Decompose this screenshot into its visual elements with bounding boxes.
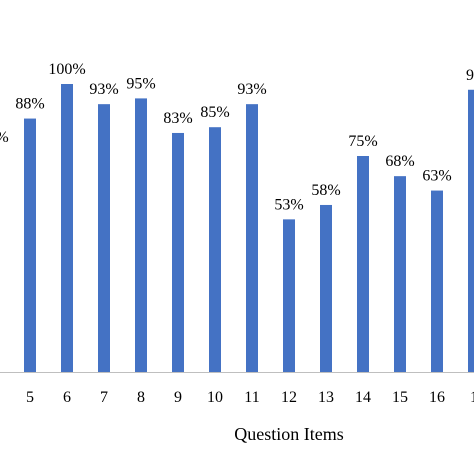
x-tick-label-9: 9 (174, 389, 182, 406)
bars-layer (24, 84, 474, 373)
bar-item-9 (172, 132, 184, 372)
data-labels-layer: %88%100%93%95%83%85%93%53%58%75%68%63%98 (0, 61, 474, 213)
data-label-12: 53% (274, 196, 303, 213)
x-tick-label-15: 15 (392, 389, 408, 406)
data-label-14: 75% (348, 133, 377, 150)
data-label-9: 83% (163, 110, 192, 127)
data-label-17: 98 (466, 67, 474, 84)
x-tick-label-17: 1 (470, 389, 474, 406)
x-tick-label-10: 10 (207, 389, 223, 406)
x-tick-label-12: 12 (281, 389, 297, 406)
x-tick-label-11: 11 (244, 389, 259, 406)
x-tick-label-6: 6 (63, 389, 71, 406)
data-label-4: % (0, 129, 9, 146)
data-label-10: 85% (200, 104, 229, 121)
x-tick-label-16: 16 (429, 389, 445, 406)
bar-item-5 (24, 118, 36, 372)
bar-item-13 (320, 204, 332, 372)
x-tick-label-5: 5 (26, 389, 34, 406)
bar-item-14 (357, 156, 369, 372)
bar-item-7 (98, 104, 110, 372)
x-axis-title: Question Items (234, 424, 344, 444)
data-label-8: 95% (126, 75, 155, 92)
data-label-16: 63% (422, 168, 451, 185)
x-tick-label-14: 14 (355, 389, 371, 406)
bar-item-6 (61, 84, 73, 372)
data-label-5: 88% (15, 96, 44, 113)
bar-item-15 (394, 176, 406, 372)
bar-item-8 (135, 98, 147, 373)
data-label-11: 93% (237, 81, 266, 98)
x-tick-label-8: 8 (137, 389, 145, 406)
x-tick-label-13: 13 (318, 389, 334, 406)
bar-item-10 (209, 127, 221, 372)
bar-item-17 (468, 89, 474, 372)
data-label-15: 68% (385, 153, 414, 170)
data-label-13: 58% (311, 182, 340, 199)
data-label-6: 100% (48, 61, 85, 78)
x-tick-label-7: 7 (100, 389, 108, 406)
bar-item-16 (431, 190, 443, 372)
bar-item-12 (283, 219, 295, 372)
bar-item-11 (246, 104, 258, 372)
x-tick-labels: 5 6 7 8 9 10 11 12 13 14 15 16 1 (26, 389, 474, 406)
data-label-7: 93% (89, 81, 118, 98)
